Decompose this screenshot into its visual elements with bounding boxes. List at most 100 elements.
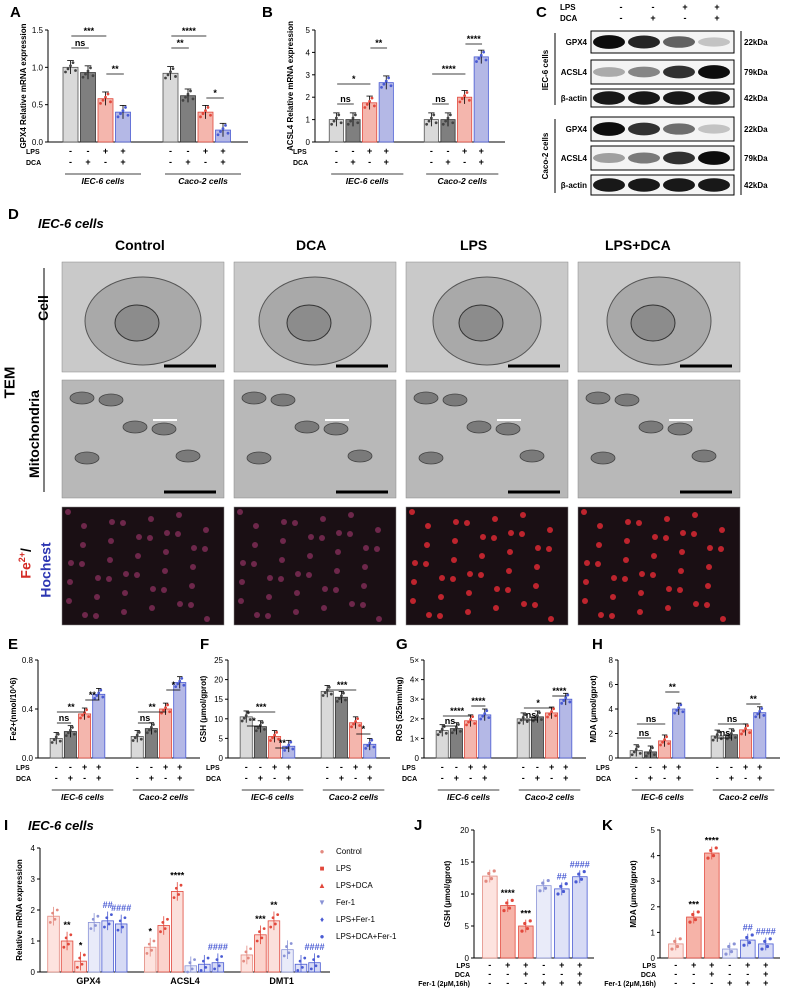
datapoint-F (370, 738, 374, 742)
datapoint-E (85, 708, 88, 712)
datapoint-i (312, 958, 316, 961)
cell-fluorescence (190, 564, 196, 570)
mitochondrion (495, 422, 521, 436)
dca-row-label-E: DCA (16, 776, 31, 783)
lps-mark-k: + (709, 960, 714, 970)
cell-fluorescence (651, 553, 657, 559)
datapoint-F (366, 744, 370, 748)
datapoint-k (673, 939, 677, 943)
lps-mark-G: + (482, 762, 487, 772)
blot-band (593, 152, 625, 164)
datapoint-B (448, 113, 452, 117)
lps-mark-F: - (326, 762, 329, 772)
cell-fluorescence (625, 519, 631, 525)
lps-row-label-F: LPS (206, 765, 220, 772)
cell-fluorescence (547, 527, 553, 533)
datapoint-j (582, 870, 586, 874)
mitochondrion (323, 422, 349, 436)
ytick-label-E: 0.0 (22, 754, 34, 763)
datapoint-k (724, 952, 728, 956)
datapoint-A (86, 69, 90, 73)
datapoint-E (93, 697, 97, 700)
cell-fluorescence (336, 530, 342, 536)
blot-size-label: 42kDa (744, 181, 768, 190)
bar-j-1 (500, 905, 516, 959)
ytick-label-F: 10 (214, 715, 223, 724)
datapoint-A (74, 69, 77, 72)
datapoint-E (160, 711, 163, 715)
group-label-F: IEC-6 cells (251, 792, 294, 802)
ytick-label-B: 2 (306, 93, 311, 102)
cell-fluorescence (239, 579, 245, 585)
ytick-label-k: 0 (651, 954, 656, 963)
sig-e-2: ** (68, 702, 76, 712)
wb-lps-mark: + (682, 2, 687, 12)
datapoint-F (242, 716, 246, 720)
legend-marker-i: ▲ (318, 881, 326, 890)
cell-fluorescence (121, 609, 127, 615)
fer-mark-j: - (488, 978, 491, 988)
dca-row-label-G: DCA (402, 776, 417, 783)
datapoint-i (255, 939, 259, 943)
dca-mark-E: - (83, 773, 86, 783)
cell-fluorescence (679, 549, 685, 555)
fluor-image (577, 506, 741, 626)
datapoint-i (260, 936, 264, 940)
cell-fluorescence (134, 572, 140, 578)
datapoint-A (124, 106, 127, 109)
sig-f-5: * (362, 724, 366, 734)
datapoint-H (734, 736, 737, 739)
blot-box (590, 88, 735, 108)
dca-mark-G: + (454, 773, 459, 783)
datapoint-i (289, 942, 293, 945)
datapoint-E (71, 726, 74, 729)
cell-fluorescence (322, 586, 328, 592)
datapoint-G (473, 722, 477, 725)
blot-band (698, 37, 730, 47)
bar-j-4 (554, 888, 570, 959)
datapoint-G (521, 716, 525, 719)
datapoint-F (277, 737, 281, 741)
dca-row-label-A: DCA (26, 160, 41, 167)
cell-fluorescence (597, 523, 603, 529)
cell-fluorescence (202, 546, 208, 552)
blot-size-label: 79kDa (744, 154, 768, 163)
cell-fluorescence (623, 557, 629, 563)
datapoint-E (152, 723, 155, 726)
datapoint-k (745, 935, 749, 940)
datapoint-F (291, 747, 295, 751)
cell-fluorescence (306, 572, 312, 578)
blot-band (698, 178, 730, 192)
datapoint-k (675, 944, 680, 949)
ytick-label-H: 4 (609, 705, 614, 714)
sig-i: ## (103, 900, 113, 910)
cell-fluorescence (693, 601, 699, 607)
datapoint-F (269, 739, 272, 742)
mitochondrion (614, 393, 640, 407)
cell-fluorescence (65, 509, 71, 515)
datapoint-A (221, 127, 225, 130)
datapoint-j (510, 898, 514, 903)
datapoint-i (67, 942, 70, 946)
lps-mark-B: + (479, 146, 484, 156)
ytick-label-i: 4 (31, 844, 36, 853)
datapoint-B (434, 121, 438, 125)
bar-A-1-1 (180, 95, 196, 143)
cell-fluorescence (410, 598, 416, 604)
datapoint-F (335, 699, 339, 703)
lps-mark-k: - (674, 960, 677, 970)
cell-fluorescence (507, 549, 513, 555)
datapoint-A (216, 133, 220, 137)
datapoint-E (154, 729, 157, 733)
lps-mark-H: - (649, 762, 652, 772)
cell-fluorescence (423, 561, 429, 567)
lps-mark-j: - (542, 960, 545, 970)
sig-a-3: ** (112, 64, 120, 74)
datapoint-i (152, 939, 156, 943)
lps-mark-E: + (163, 762, 168, 772)
datapoint-B (382, 82, 386, 86)
cell-nucleus (630, 304, 676, 342)
fer-mark-k: + (745, 978, 750, 988)
datapoint-B (458, 100, 462, 104)
datapoint-B (444, 119, 448, 123)
